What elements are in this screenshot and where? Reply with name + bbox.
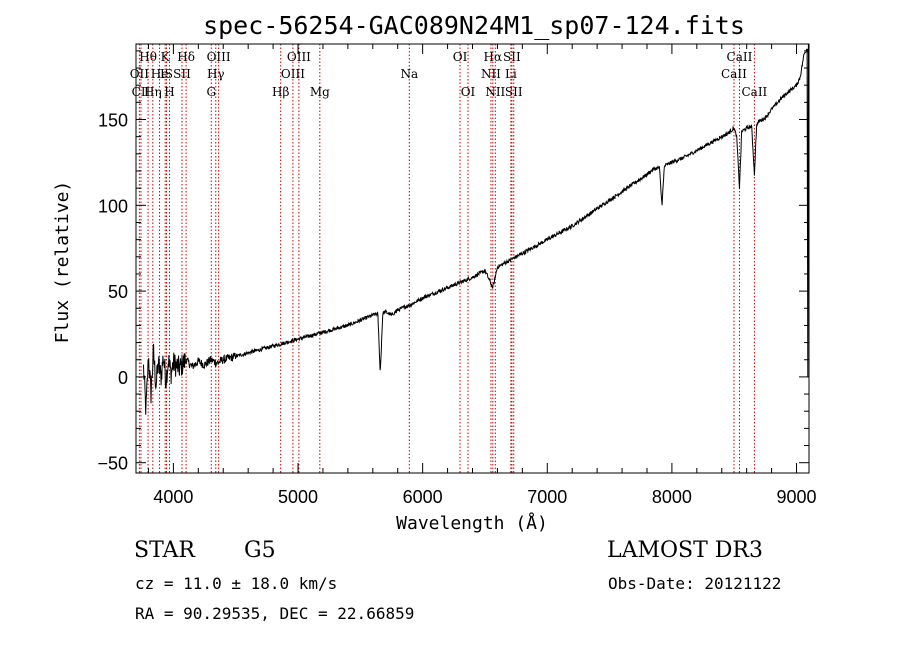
ra-dec-coordinates: RA = 90.29535, DEC = 22.66859	[135, 604, 415, 623]
x-tick-label: 4000	[153, 487, 193, 507]
x-tick-label: 5000	[278, 487, 318, 507]
line-marker-label: SII	[503, 50, 521, 64]
spectrum-flux-line	[143, 44, 809, 415]
object-class: STAR	[134, 538, 195, 563]
line-marker-label: He	[151, 67, 169, 81]
survey-name: LAMOST DR3	[607, 538, 763, 563]
line-marker-label: Na	[400, 67, 418, 81]
chart-title: spec-56254-GAC089N24M1_sp07-124.fits	[203, 11, 745, 40]
line-marker-label: OI	[453, 50, 468, 64]
y-tick-label: 0	[118, 368, 128, 388]
line-marker-label: OIII	[281, 67, 305, 81]
y-tick-label: 50	[108, 282, 128, 302]
x-tick-label: 7000	[527, 487, 567, 507]
line-marker-label: CaII	[741, 85, 767, 99]
line-marker-label: SII	[173, 67, 191, 81]
line-marker-label: NII	[485, 85, 505, 99]
line-marker-label: NII	[481, 67, 501, 81]
y-tick-label: 150	[98, 111, 128, 131]
axes-frame	[135, 43, 810, 474]
line-marker-label: CaII	[721, 67, 747, 81]
obs-date: Obs-Date: 20121122	[608, 574, 782, 593]
y-axis-label: Flux (relative)	[52, 181, 73, 344]
line-marker-label: IS	[160, 67, 173, 81]
line-marker-label: G	[206, 85, 216, 99]
line-marker-label: Li	[505, 67, 517, 81]
line-marker-label: Hθ	[139, 50, 157, 64]
line-marker-label: OI	[461, 85, 476, 99]
x-tick-label: 8000	[652, 487, 692, 507]
line-marker-label: CaII	[727, 50, 753, 64]
x-tick-label: 9000	[777, 487, 817, 507]
line-marker-label: OIII	[207, 50, 231, 64]
line-marker-label: OII	[130, 67, 150, 81]
line-marker-label: Mg	[310, 85, 330, 99]
line-marker-label: Hγ	[207, 67, 225, 81]
line-marker-label: Hα	[484, 50, 503, 64]
x-axis-label: Wavelength (Å)	[396, 512, 548, 534]
y-tick-label: −50	[97, 454, 128, 474]
line-marker-label: H	[164, 85, 174, 99]
y-tick-label: 100	[98, 196, 128, 216]
line-marker-label: K	[161, 50, 171, 64]
line-marker-label: Hη	[144, 85, 162, 99]
line-marker-label: SII	[505, 85, 523, 99]
spectral-subclass: G5	[244, 538, 276, 563]
line-marker-label: Hβ	[272, 85, 289, 99]
x-tick-label: 6000	[403, 487, 443, 507]
redshift-cz: cz = 11.0 ± 18.0 km/s	[135, 574, 338, 593]
line-marker-label: Hδ	[177, 50, 195, 64]
line-marker-label: OIII	[287, 50, 311, 64]
